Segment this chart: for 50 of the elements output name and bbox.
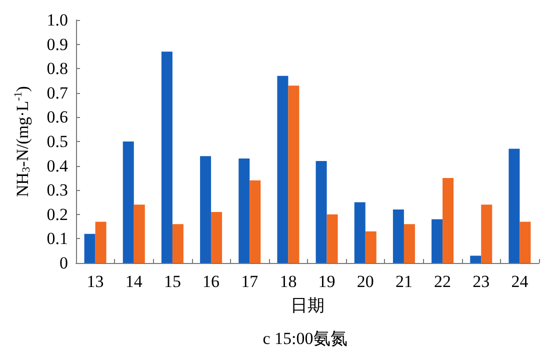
- text: 1.0: [46, 10, 68, 30]
- x-tick-label: 14: [125, 272, 143, 291]
- y-tick-label: 0.5: [46, 132, 68, 151]
- bar: [122, 142, 134, 263]
- bar: [95, 222, 106, 263]
- y-tick-label: 0.6: [46, 108, 68, 127]
- x-tick-label: 19: [318, 272, 336, 291]
- bar: [326, 214, 338, 263]
- x-tick-label: 21: [395, 272, 412, 291]
- x-tick-label: 13: [86, 272, 104, 291]
- x-tick-label: 20: [356, 272, 374, 291]
- y-tick-label: 0.7: [46, 83, 68, 102]
- bar: [211, 212, 222, 263]
- y-axis-title: NH3-N/(mg·L-1): [12, 86, 32, 197]
- x-tick-label: 22: [434, 272, 452, 291]
- bar: [404, 224, 415, 263]
- x-tick-label: 15: [164, 272, 181, 291]
- bar: [238, 158, 250, 263]
- y-tick-label: 0.4: [46, 156, 68, 176]
- bar: [172, 224, 184, 263]
- y-tick-label: 0.3: [46, 180, 68, 200]
- text: 0: [60, 254, 68, 272]
- bar: [432, 219, 443, 263]
- bar: [520, 222, 531, 263]
- text: c 15:00氨氮: [262, 329, 348, 348]
- x-tick-label: 24: [511, 272, 529, 291]
- bar: [481, 204, 492, 263]
- bar: [200, 156, 212, 263]
- bar: [508, 148, 520, 263]
- bar: [354, 202, 366, 263]
- x-tick-label: 16: [202, 272, 220, 291]
- bar: [442, 178, 454, 263]
- bar: [277, 76, 288, 263]
- bar: [161, 52, 172, 263]
- bar: [365, 231, 376, 263]
- x-tick-label: 23: [472, 272, 490, 291]
- bar: [288, 86, 300, 263]
- bar: [250, 180, 261, 263]
- y-tick-label: 0.8: [46, 59, 68, 78]
- x-tick-label: 18: [280, 272, 297, 291]
- bar: [392, 210, 404, 263]
- x-tick-label: 17: [241, 272, 259, 291]
- bar: [134, 204, 145, 263]
- y-tick-label: 0.9: [46, 34, 68, 54]
- bar: [316, 160, 327, 263]
- x-axis-title: 日期: [290, 296, 324, 315]
- y-tick-label: 0.1: [46, 229, 68, 248]
- bar: [470, 256, 482, 263]
- y-tick-label: 0.2: [46, 204, 68, 224]
- bar: [84, 234, 96, 263]
